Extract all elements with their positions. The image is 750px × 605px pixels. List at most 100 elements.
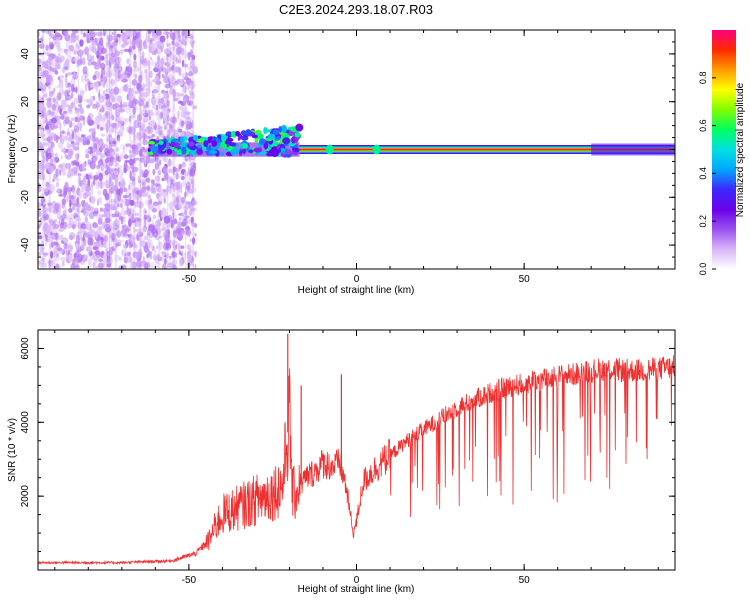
noise-mark: [91, 142, 96, 149]
noise-mark: [171, 193, 176, 198]
noise-mark: [188, 162, 193, 166]
noise-mark: [186, 185, 191, 192]
multipath-mark: [166, 148, 172, 155]
noise-mark: [92, 222, 99, 229]
noise-mark: [172, 211, 175, 219]
noise-mark: [138, 179, 142, 184]
noise-mark: [99, 30, 103, 37]
noise-mark: [53, 219, 58, 223]
noise-mark: [164, 71, 169, 76]
noise-mark: [60, 218, 65, 226]
multipath-mark: [239, 149, 243, 156]
noise-mark: [102, 83, 106, 88]
noise-mark: [161, 67, 167, 73]
noise-mark: [183, 94, 190, 103]
noise-mark: [144, 199, 148, 206]
noise-mark: [43, 253, 48, 257]
noise-mark: [177, 33, 181, 42]
spectrogram-ytick-label: 0: [20, 146, 31, 152]
noise-mark: [154, 183, 161, 187]
noise-mark: [64, 77, 68, 83]
noise-mark: [54, 241, 59, 246]
noise-mark: [69, 78, 76, 88]
noise-mark: [47, 30, 53, 36]
noise-mark: [135, 244, 138, 249]
noise-mark: [185, 189, 190, 197]
noise-mark: [151, 46, 155, 53]
signal-bump: [372, 144, 381, 155]
noise-mark: [105, 53, 111, 57]
noise-mark: [43, 118, 46, 125]
noise-mark: [163, 215, 171, 224]
noise-mark: [68, 143, 71, 149]
noise-mark: [39, 245, 44, 254]
multipath-mark: [282, 137, 291, 145]
noise-mark: [71, 224, 76, 230]
multipath-mark: [263, 142, 269, 150]
noise-mark: [82, 234, 85, 242]
noise-mark: [82, 116, 86, 126]
noise-mark: [102, 240, 107, 249]
noise-mark: [103, 203, 110, 207]
noise-mark: [140, 238, 145, 244]
noise-mark: [145, 82, 148, 87]
multipath-mark: [177, 145, 182, 150]
noise-mark: [146, 83, 151, 91]
noise-mark: [193, 156, 196, 163]
noise-mark: [138, 95, 141, 102]
noise-mark: [88, 80, 91, 85]
noise-mark: [41, 97, 44, 102]
noise-mark: [107, 134, 113, 139]
noise-mark: [169, 208, 175, 212]
noise-mark: [44, 176, 47, 184]
noise-mark: [99, 252, 102, 257]
noise-mark: [113, 30, 117, 38]
noise-mark: [85, 185, 91, 193]
noise-mark: [48, 111, 55, 116]
noise-mark: [115, 147, 120, 152]
noise-mark: [112, 140, 117, 145]
noise-mark: [71, 56, 74, 63]
snr-ytick-label: 2000: [20, 485, 31, 508]
noise-mark: [88, 128, 95, 133]
noise-mark: [123, 257, 129, 264]
noise-mark: [158, 192, 163, 197]
noise-mark: [68, 44, 74, 52]
noise-mark: [143, 112, 149, 118]
noise-mark: [169, 125, 174, 133]
noise-mark: [48, 183, 56, 193]
noise-mark: [142, 256, 145, 262]
noise-mark: [173, 97, 179, 102]
noise-mark: [171, 65, 175, 71]
noise-mark: [43, 207, 48, 216]
noise-mark: [177, 110, 180, 119]
noise-mark: [163, 197, 166, 204]
noise-streak: [106, 30, 108, 269]
noise-mark: [105, 163, 110, 171]
noise-mark: [38, 125, 41, 130]
noise-mark: [50, 141, 55, 148]
noise-mark: [77, 93, 84, 100]
noise-mark: [149, 56, 152, 61]
noise-mark: [101, 214, 107, 218]
noise-mark: [52, 179, 55, 183]
noise-mark: [139, 126, 144, 131]
multipath-mark: [235, 130, 241, 137]
noise-mark: [96, 50, 100, 55]
noise-mark: [116, 33, 122, 38]
multipath-mark: [220, 151, 224, 157]
spectrogram-ytick-label: -40: [20, 237, 31, 252]
noise-mark: [146, 87, 150, 93]
noise-mark: [135, 167, 138, 171]
multipath-mark: [267, 133, 276, 140]
noise-mark: [149, 254, 153, 260]
noise-mark: [126, 125, 132, 133]
noise-mark: [105, 116, 112, 120]
noise-mark: [72, 258, 76, 266]
noise-mark: [113, 73, 118, 77]
noise-mark: [42, 30, 46, 34]
noise-mark: [46, 148, 50, 152]
noise-mark: [75, 216, 82, 223]
snr-ytick-label: 4000: [20, 411, 31, 434]
noise-mark: [99, 180, 104, 190]
